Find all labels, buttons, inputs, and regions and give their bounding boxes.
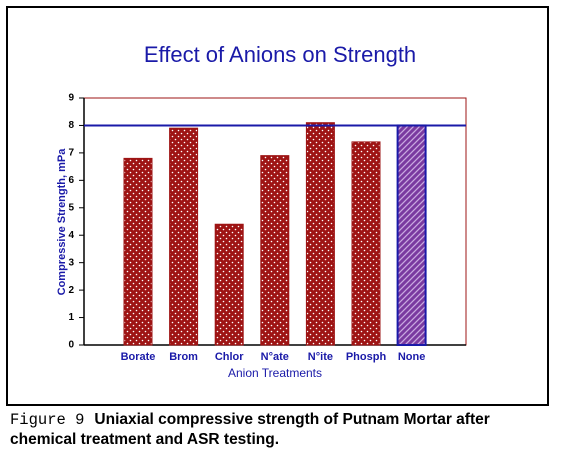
y-tick-label: 9	[68, 93, 74, 104]
caption-text: Uniaxial compressive strength of Putnam …	[10, 411, 490, 448]
y-tick-label: 6	[68, 175, 74, 186]
y-tick-label: 5	[68, 202, 74, 213]
chart: Effect of Anions on Strength Compressive…	[6, 6, 549, 406]
x-tick-label: N°ite	[308, 351, 333, 363]
y-tick-label: 2	[68, 285, 74, 296]
bar	[169, 127, 199, 346]
frame	[6, 6, 549, 406]
x-tick-label: Borate	[121, 351, 156, 363]
x-tick-label: Brom	[169, 351, 198, 363]
bar	[123, 157, 153, 346]
x-tick-label: None	[398, 351, 426, 363]
chart-title: Effect of Anions on Strength	[144, 42, 416, 67]
y-tick-label: 4	[68, 230, 74, 241]
figure-label: Figure 9	[10, 411, 85, 429]
y-tick-label: 7	[68, 148, 74, 159]
bar	[351, 141, 381, 346]
y-tick-label: 1	[68, 312, 74, 323]
bar	[305, 122, 335, 346]
caption: Figure 9 Uniaxial compressive strength of…	[10, 410, 530, 449]
bar	[396, 124, 427, 346]
y-axis-label: Compressive Strength, mPa	[56, 148, 68, 296]
y-tick-label: 0	[68, 340, 74, 351]
x-tick-label: Phosph	[346, 351, 387, 363]
x-tick-label: Chlor	[215, 351, 244, 363]
bar	[260, 155, 290, 346]
bar	[214, 223, 244, 346]
x-axis-label: Anion Treatments	[228, 366, 322, 380]
x-tick-label: N°ate	[261, 351, 289, 363]
y-tick-label: 8	[68, 120, 74, 131]
y-tick-label: 3	[68, 257, 74, 268]
